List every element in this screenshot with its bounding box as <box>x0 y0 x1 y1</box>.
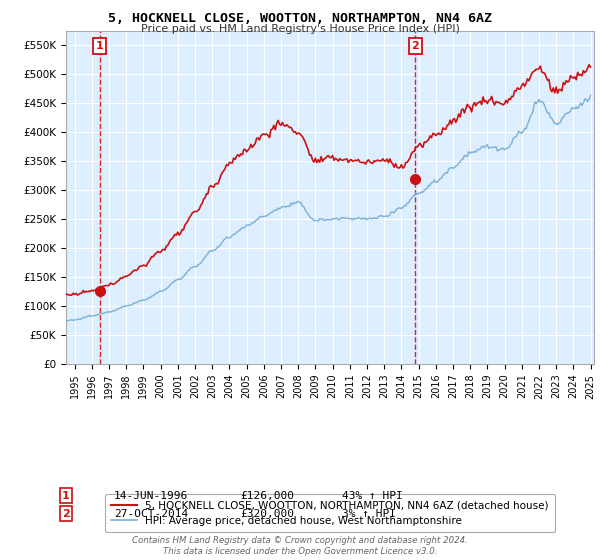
Text: £320,000: £320,000 <box>240 508 294 519</box>
Text: 1: 1 <box>62 491 70 501</box>
Text: Price paid vs. HM Land Registry's House Price Index (HPI): Price paid vs. HM Land Registry's House … <box>140 24 460 34</box>
Text: 14-JUN-1996: 14-JUN-1996 <box>114 491 188 501</box>
Text: 1: 1 <box>96 41 104 51</box>
Text: 2: 2 <box>62 508 70 519</box>
Text: 2: 2 <box>412 41 419 51</box>
Text: 3% ↑ HPI: 3% ↑ HPI <box>342 508 396 519</box>
Legend: 5, HOCKNELL CLOSE, WOOTTON, NORTHAMPTON, NN4 6AZ (detached house), HPI: Average : 5, HOCKNELL CLOSE, WOOTTON, NORTHAMPTON,… <box>105 494 555 532</box>
Text: £126,000: £126,000 <box>240 491 294 501</box>
Text: Contains HM Land Registry data © Crown copyright and database right 2024.
This d: Contains HM Land Registry data © Crown c… <box>132 536 468 556</box>
Text: 5, HOCKNELL CLOSE, WOOTTON, NORTHAMPTON, NN4 6AZ: 5, HOCKNELL CLOSE, WOOTTON, NORTHAMPTON,… <box>108 12 492 25</box>
Text: 43% ↑ HPI: 43% ↑ HPI <box>342 491 403 501</box>
Text: 27-OCT-2014: 27-OCT-2014 <box>114 508 188 519</box>
